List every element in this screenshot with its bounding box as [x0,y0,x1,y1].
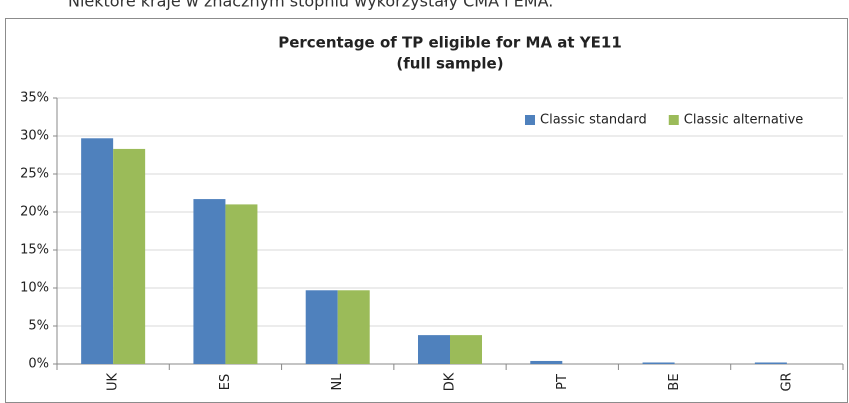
chart-subtitle: (full sample) [396,55,503,73]
x-tick-label: DK [443,372,458,391]
bar [193,199,226,364]
y-tick-label: 15% [20,243,49,258]
bar [530,360,563,364]
bar [642,362,675,364]
x-tick-label: UK [106,373,121,392]
bar [225,204,258,364]
y-tick-label: 35% [20,91,49,106]
legend-swatch [668,115,679,125]
x-tick-label: GR [779,372,794,391]
x-tick-label: NL [330,373,345,391]
x-tick-label: BE [667,373,682,390]
legend-swatch [525,115,535,125]
y-tick-label: 5% [28,319,49,334]
chart-title: Percentage of TP eligible for MA at YE11 [278,34,622,52]
x-tick-label: ES [218,374,233,390]
bar [305,290,338,364]
bar [337,290,370,364]
caption: Niektóre kraje w znacznym stopniu wykorz… [68,0,553,11]
legend-label: Classic alternative [684,113,804,128]
y-tick-label: 10% [20,281,49,296]
bar [81,138,114,364]
y-tick-label: 20% [20,205,49,220]
x-tick-label: PT [555,374,570,390]
legend-label: Classic standard [540,113,647,128]
bar [417,335,450,364]
bar [754,362,787,364]
bar [113,148,146,364]
y-tick-label: 0% [28,357,49,372]
bar [450,335,483,364]
y-tick-label: 25% [20,167,49,182]
y-tick-label: 30% [20,129,49,144]
